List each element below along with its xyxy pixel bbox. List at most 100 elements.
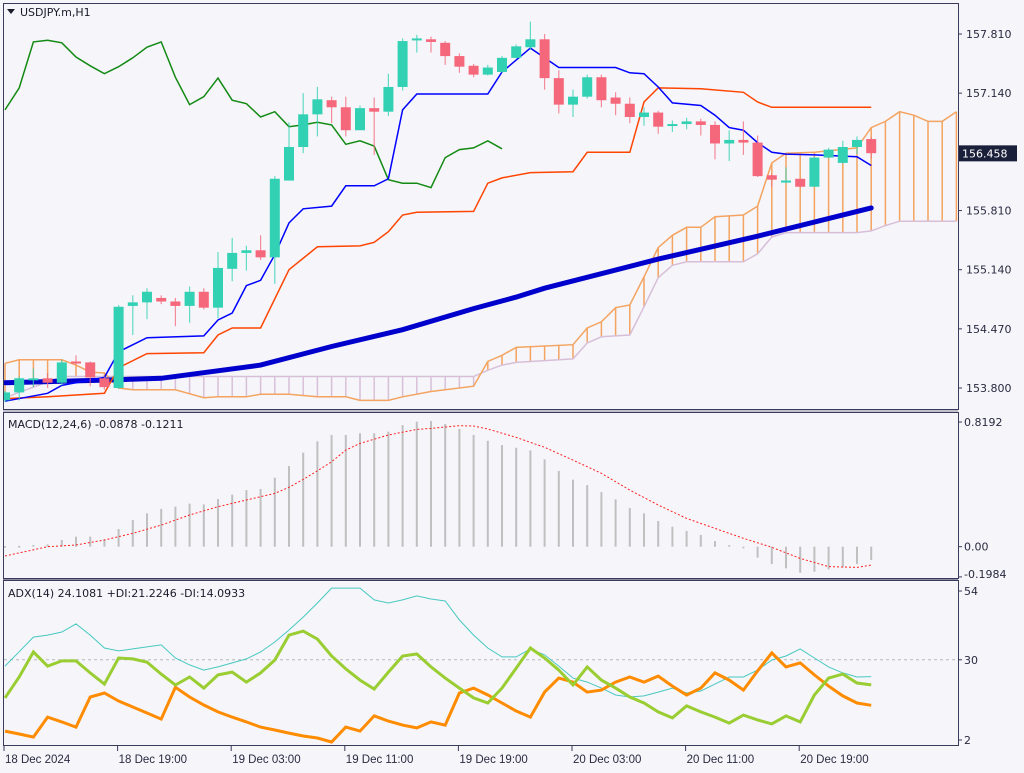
bearish-candle[interactable] <box>539 34 550 90</box>
bearish-candle[interactable] <box>710 121 720 160</box>
dropdown-triangle-icon[interactable] <box>7 9 15 14</box>
adx-indicator-label: ADX(14) 24.1081 +DI:21.2246 -DI:14.0933 <box>8 587 245 600</box>
symbol-header[interactable]: USDJPY.m,H1 <box>7 6 91 19</box>
bearish-candle[interactable] <box>553 70 564 114</box>
candle-body <box>610 97 621 104</box>
price-axis-label: 155.140 <box>966 264 1012 277</box>
bullish-candle[interactable] <box>823 147 834 159</box>
bullish-candle[interactable] <box>269 176 280 284</box>
bearish-candle[interactable] <box>42 372 53 389</box>
bearish-candle[interactable] <box>326 96 337 124</box>
tenkan-sen-line <box>4 47 872 402</box>
candle-body <box>852 139 862 147</box>
bullish-candle[interactable] <box>681 117 692 130</box>
bearish-candle[interactable] <box>468 64 479 78</box>
bullish-candle[interactable] <box>809 156 820 187</box>
bearish-candle[interactable] <box>795 178 806 188</box>
candle-body <box>582 77 593 97</box>
candle-body <box>284 146 294 181</box>
bullish-candle[interactable] <box>411 34 422 53</box>
bearish-candle[interactable] <box>653 110 664 134</box>
bearish-candle[interactable] <box>369 97 380 155</box>
candle-body <box>752 142 763 177</box>
candle-body <box>482 67 493 75</box>
macd-panel-frame <box>3 412 959 579</box>
bullish-candle[interactable] <box>227 237 238 282</box>
bearish-candle[interactable] <box>766 174 777 187</box>
macd-indicator-label: MACD(12,24,6) -0.0878 -0.1211 <box>8 418 183 431</box>
bearish-candle[interactable] <box>170 297 181 327</box>
candle-body <box>156 297 167 302</box>
main-panel-frame <box>3 3 959 410</box>
bullish-candle[interactable] <box>0 390 10 403</box>
bullish-candle[interactable] <box>113 305 124 389</box>
bearish-candle[interactable] <box>85 361 96 387</box>
bullish-candle[interactable] <box>142 288 152 320</box>
bullish-candle[interactable] <box>852 136 862 155</box>
bullish-candle[interactable] <box>525 21 536 50</box>
bullish-candle[interactable] <box>497 56 507 73</box>
bullish-candle[interactable] <box>184 286 195 323</box>
bearish-candle[interactable] <box>738 121 749 155</box>
candle-body <box>227 252 238 269</box>
macd-axis-label: 0.00 <box>964 541 989 554</box>
price-axis-label: 154.470 <box>966 323 1012 336</box>
bearish-candle[interactable] <box>426 36 436 53</box>
bearish-candle[interactable] <box>71 355 81 366</box>
macd-signal-line <box>4 425 872 568</box>
bullish-candle[interactable] <box>837 140 848 164</box>
candle-body <box>4 392 10 401</box>
bearish-candle[interactable] <box>624 97 635 124</box>
adx-plot <box>4 587 958 744</box>
bullish-candle[interactable] <box>241 245 252 271</box>
price-axis-label: 153.800 <box>966 382 1012 395</box>
bullish-candle[interactable] <box>284 122 294 181</box>
bearish-candle[interactable] <box>440 41 451 65</box>
bullish-candle[interactable] <box>667 120 678 132</box>
bearish-candle[interactable] <box>866 137 877 159</box>
bullish-candle[interactable] <box>482 64 493 76</box>
bullish-candle[interactable] <box>397 38 408 91</box>
candle-body <box>213 267 223 308</box>
bullish-candle[interactable] <box>568 89 578 117</box>
time-axis-label: 18 Dec 19:00 <box>119 754 187 766</box>
bullish-candle[interactable] <box>127 295 138 336</box>
bearish-candle[interactable] <box>340 96 351 137</box>
bearish-candle[interactable] <box>198 288 209 310</box>
bullish-candle[interactable] <box>14 376 25 401</box>
bullish-candle[interactable] <box>298 93 309 154</box>
bearish-candle[interactable] <box>695 118 706 136</box>
bullish-candle[interactable] <box>511 44 522 59</box>
candle-body <box>837 146 848 163</box>
bearish-candle[interactable] <box>156 295 167 305</box>
bullish-candle[interactable] <box>639 107 649 126</box>
bullish-candle[interactable] <box>582 74 593 99</box>
candle-body <box>454 56 465 67</box>
bullish-candle[interactable] <box>56 359 67 386</box>
bearish-candle[interactable] <box>752 135 763 178</box>
candle-body <box>426 39 436 42</box>
candle-body <box>312 99 323 115</box>
adx-axis-label: 54 <box>964 585 978 598</box>
senkou-span-b-line <box>4 220 957 399</box>
bullish-candle[interactable] <box>781 167 791 184</box>
bearish-candle[interactable] <box>596 74 607 108</box>
bearish-candle[interactable] <box>255 235 266 260</box>
bearish-candle[interactable] <box>99 376 110 390</box>
bullish-candle[interactable] <box>28 368 39 388</box>
axes: 157.810 157.140 155.810 155.140 154.470 153.8… <box>3 28 1017 766</box>
bullish-candle[interactable] <box>355 105 365 131</box>
candle-body <box>511 46 522 58</box>
bullish-candle[interactable] <box>213 252 223 319</box>
symbol-timeframe-label: USDJPY.m,H1 <box>20 6 91 19</box>
bullish-candle[interactable] <box>724 130 735 162</box>
candle-body <box>127 302 138 306</box>
bearish-candle[interactable] <box>610 92 621 116</box>
kijun-sen-line <box>4 87 872 400</box>
bullish-candle[interactable] <box>312 86 323 137</box>
bullish-candle[interactable] <box>383 73 394 117</box>
candle-body <box>255 250 266 258</box>
bearish-candle[interactable] <box>454 53 465 73</box>
moving-average-line <box>4 205 874 386</box>
